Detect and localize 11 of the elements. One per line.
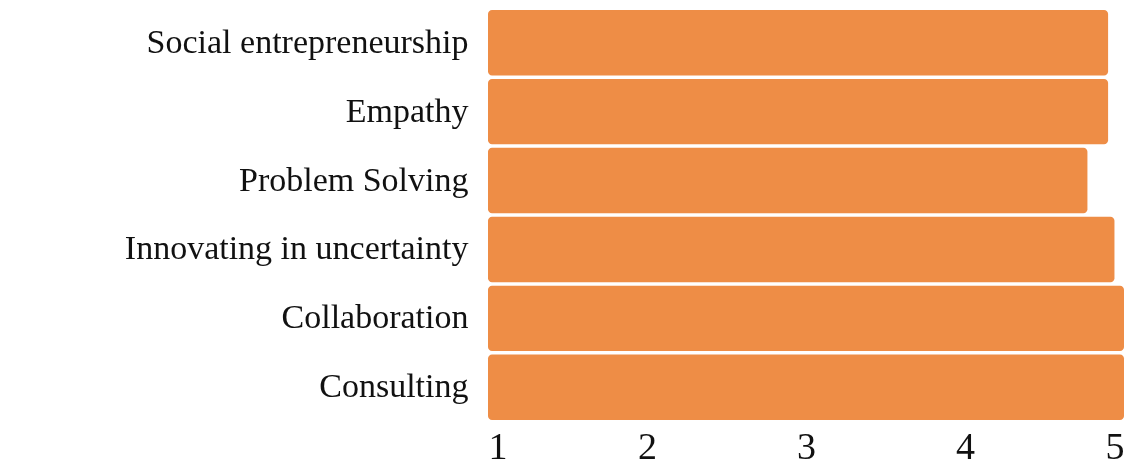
x-tick-label: 4 bbox=[956, 424, 975, 467]
x-tick-label: 1 bbox=[488, 424, 508, 467]
x-tick-label: 3 bbox=[797, 424, 816, 467]
x-tick-label: 2 bbox=[638, 424, 657, 467]
y-tick-label: Innovating in uncertainty bbox=[124, 229, 469, 267]
y-tick-label: Collaboration bbox=[281, 298, 469, 336]
x-tick-label: 5 bbox=[1105, 424, 1125, 467]
y-tick-label: Empathy bbox=[345, 91, 469, 129]
y-tick-label: Problem Solving bbox=[238, 160, 469, 198]
y-tick-label: Consulting bbox=[319, 367, 469, 405]
y-tick-label: Social entrepreneurship bbox=[146, 22, 469, 60]
